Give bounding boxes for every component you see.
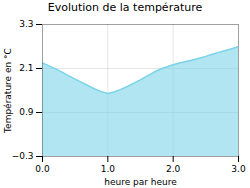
svg-text:Température en °C: Température en °C [3, 48, 13, 134]
html-text:Evolution de la température: Evolution de la température [47, 1, 203, 14]
svg-text:3.3: 3.3 [19, 19, 33, 29]
svg-text:2.0: 2.0 [166, 164, 181, 174]
svg-text:1.0: 1.0 [101, 164, 116, 174]
svg-text:−0.3: −0.3 [12, 151, 34, 161]
svg-text:3.0: 3.0 [231, 164, 246, 174]
svg-text:0.9: 0.9 [19, 107, 34, 117]
svg-text:2.1: 2.1 [19, 63, 33, 73]
svg-text:0.0: 0.0 [35, 164, 50, 174]
svg-text:heure par heure: heure par heure [104, 177, 177, 187]
